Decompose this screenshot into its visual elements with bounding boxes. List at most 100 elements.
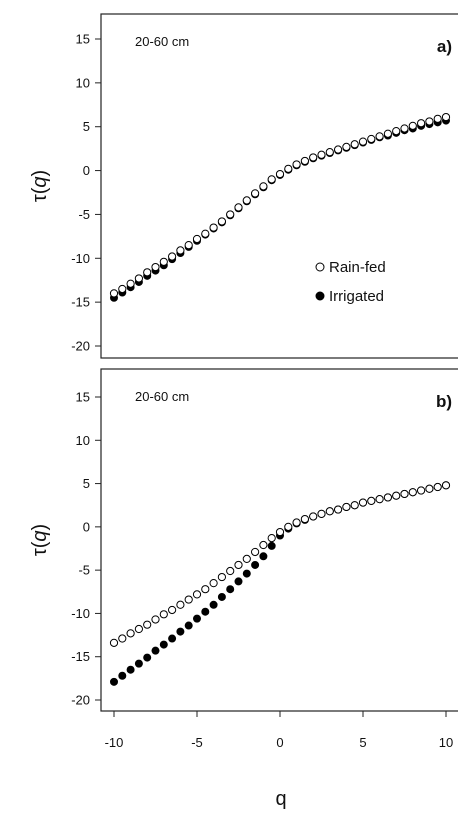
point-rain-fed	[143, 268, 152, 277]
x-tick-label: 0	[276, 735, 283, 750]
point-rain-fed	[217, 572, 226, 582]
point-irrigated	[234, 577, 243, 586]
point-rain-fed	[151, 615, 160, 624]
point-rain-fed	[350, 140, 359, 149]
point-rain-fed	[367, 134, 376, 144]
point-rain-fed	[168, 252, 177, 261]
point-rain-fed	[184, 241, 193, 250]
y-tick-label: 0	[83, 519, 90, 534]
panel-b: -20 -15 -10 -5 0 5 10 15 -10 -5 0 5 10 τ(q) 20-60 cm b)	[29, 368, 458, 750]
point-rain-fed	[242, 554, 251, 563]
point-rain-fed	[201, 585, 210, 594]
point-rain-fed	[176, 600, 185, 609]
y-tick-label: 10	[76, 75, 90, 90]
plot-frame	[100, 368, 458, 712]
point-rain-fed	[375, 132, 384, 141]
x-tick-label: -5	[191, 735, 203, 750]
depth-annotation: 20-60 cm	[135, 389, 189, 404]
point-irrigated	[226, 585, 235, 594]
y-tick-label: -10	[71, 606, 90, 621]
point-irrigated	[251, 560, 260, 569]
point-rain-fed	[300, 156, 309, 166]
point-rain-fed	[109, 289, 119, 298]
point-rain-fed	[126, 279, 135, 288]
point-rain-fed	[184, 595, 193, 604]
y-axis-title: τ(q)	[29, 524, 51, 556]
point-rain-fed	[309, 512, 318, 521]
point-rain-fed	[375, 495, 384, 504]
y-tick-label: 5	[83, 476, 90, 491]
point-rain-fed	[284, 522, 293, 531]
point-rain-fed	[168, 605, 177, 615]
point-irrigated	[259, 552, 268, 561]
y-tick-label: -15	[71, 649, 90, 664]
point-rain-fed	[392, 127, 401, 136]
x-axis-title: q	[275, 788, 286, 810]
point-irrigated	[192, 614, 201, 623]
point-rain-fed	[192, 234, 202, 244]
y-tick-label: 15	[76, 32, 90, 47]
depth-annotation: 20-60 cm	[135, 34, 189, 49]
point-rain-fed	[275, 527, 285, 537]
point-rain-fed	[275, 169, 285, 179]
point-irrigated	[118, 671, 127, 680]
point-rain-fed	[350, 501, 359, 510]
y-tick-label: 0	[83, 163, 90, 178]
point-rain-fed	[134, 624, 143, 634]
point-rain-fed	[109, 638, 119, 647]
point-rain-fed	[367, 496, 376, 505]
point-rain-fed	[143, 620, 152, 629]
point-irrigated	[134, 659, 143, 668]
point-rain-fed	[408, 121, 417, 130]
panel-label: b)	[436, 392, 452, 411]
point-rain-fed	[259, 540, 268, 550]
point-rain-fed	[309, 153, 318, 162]
point-irrigated	[184, 621, 193, 630]
point-rain-fed	[334, 145, 343, 154]
point-rain-fed	[325, 507, 334, 516]
plot-frame	[100, 13, 458, 359]
point-rain-fed	[408, 488, 417, 497]
point-rain-fed	[259, 182, 268, 191]
point-rain-fed	[441, 481, 451, 490]
point-irrigated	[168, 634, 177, 643]
point-rain-fed	[358, 498, 368, 507]
point-rain-fed	[126, 629, 135, 638]
point-rain-fed	[159, 257, 168, 266]
point-rain-fed	[251, 189, 260, 198]
legend-label-irrigated: Irrigated	[329, 288, 384, 305]
y-tick-label: 10	[76, 433, 90, 448]
legend-marker-rain-fed	[315, 262, 325, 272]
point-rain-fed	[234, 560, 243, 570]
point-irrigated	[242, 569, 251, 578]
point-rain-fed	[441, 112, 451, 122]
point-rain-fed	[425, 484, 434, 493]
y-tick-label: -5	[78, 563, 90, 578]
point-irrigated	[201, 607, 210, 616]
point-irrigated	[126, 665, 135, 674]
x-tick-label: -10	[105, 735, 124, 750]
point-rain-fed	[383, 129, 392, 138]
point-rain-fed	[267, 175, 276, 184]
point-rain-fed	[209, 223, 218, 232]
point-rain-fed	[242, 196, 251, 205]
point-rain-fed	[392, 491, 401, 500]
point-rain-fed	[342, 502, 351, 512]
point-rain-fed	[417, 486, 426, 495]
point-rain-fed	[151, 262, 160, 272]
point-rain-fed	[317, 150, 326, 159]
point-rain-fed	[209, 579, 218, 588]
point-rain-fed	[417, 119, 426, 128]
y-tick-label: -5	[78, 207, 90, 222]
y-tick-label: -15	[71, 295, 90, 310]
point-irrigated	[176, 627, 185, 636]
point-rain-fed	[325, 148, 334, 157]
point-irrigated	[151, 646, 160, 655]
y-tick-label: 5	[83, 119, 90, 134]
point-rain-fed	[159, 610, 168, 619]
x-tick-label: 5	[359, 735, 366, 750]
legend-label-rain-fed: Rain-fed	[329, 259, 386, 276]
legend-marker-irrigated	[315, 291, 325, 301]
y-tick-label: -20	[71, 339, 90, 354]
point-rain-fed	[267, 534, 276, 543]
